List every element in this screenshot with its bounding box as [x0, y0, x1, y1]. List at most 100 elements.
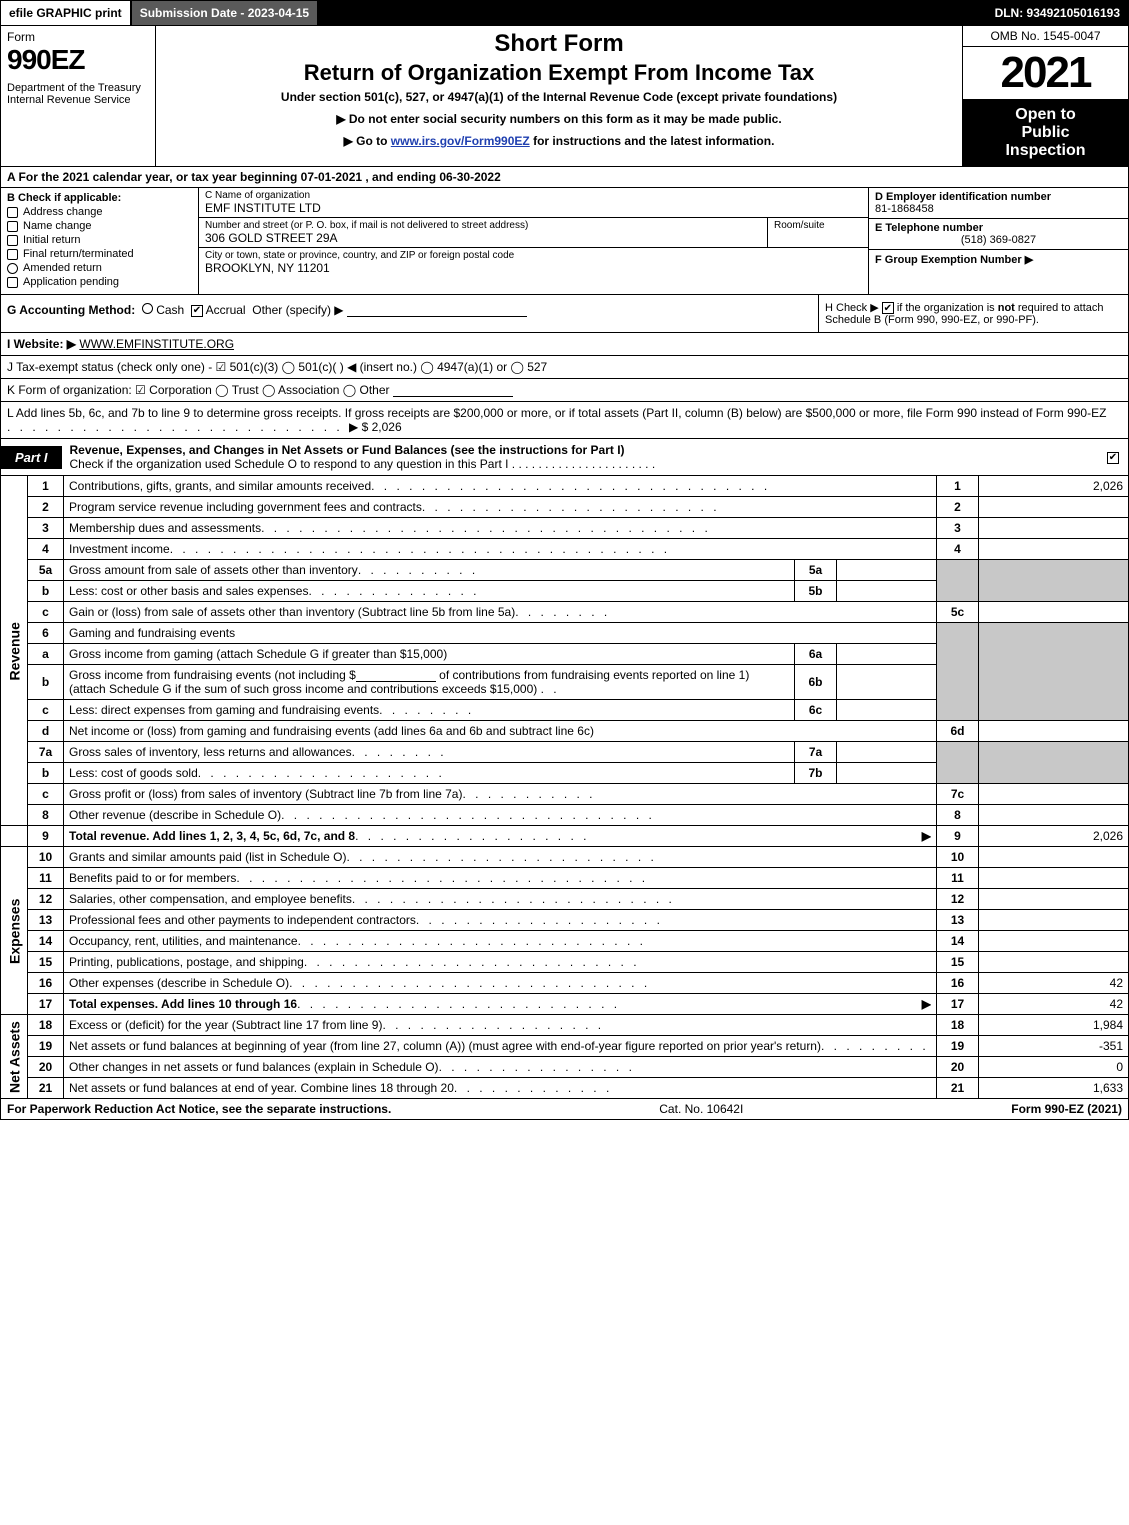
short-form-title: Short Form: [164, 30, 954, 58]
part-i-checkbox[interactable]: ✔: [1098, 446, 1128, 468]
line-6: 6 Gaming and fundraising events: [1, 623, 1129, 644]
irs-link[interactable]: www.irs.gov/Form990EZ: [391, 134, 530, 148]
section-c: C Name of organization EMF INSTITUTE LTD…: [199, 188, 868, 294]
line-j: J Tax-exempt status (check only one) - ☑…: [0, 356, 1129, 379]
org-name-label: C Name of organization: [205, 190, 862, 201]
net-assets-side-label: Net Assets: [1, 1015, 28, 1099]
section-b: B Check if applicable: Address change Na…: [1, 188, 199, 294]
radio-icon[interactable]: [142, 303, 153, 314]
other-org-line[interactable]: [393, 385, 513, 397]
checkbox-icon: [7, 263, 18, 274]
open-line3: Inspection: [967, 142, 1124, 160]
line-5a: 5a Gross amount from sale of assets othe…: [1, 560, 1129, 581]
open-line1: Open to: [967, 106, 1124, 124]
line-h: H Check ▶ ✔ if the organization is not r…: [818, 295, 1128, 332]
line-11: 11 Benefits paid to or for members. . . …: [1, 868, 1129, 889]
form-header: Form 990EZ Department of the Treasury In…: [0, 26, 1129, 167]
line-17: 17 Total expenses. Add lines 10 through …: [1, 994, 1129, 1015]
line-g: G Accounting Method: Cash ✔ Accrual Othe…: [1, 295, 818, 332]
contrib-amount-line[interactable]: [356, 670, 436, 682]
checkbox-icon: [7, 277, 18, 288]
section-b-title: B Check if applicable:: [7, 192, 192, 204]
chk-final-return[interactable]: Final return/terminated: [7, 248, 192, 260]
header-center: Short Form Return of Organization Exempt…: [156, 26, 963, 166]
line-k: K Form of organization: ☑ Corporation ◯ …: [0, 379, 1129, 402]
header-left: Form 990EZ Department of the Treasury In…: [1, 26, 156, 166]
line-18: Net Assets 18 Excess or (deficit) for th…: [1, 1015, 1129, 1036]
part-i-table: Revenue 1 Contributions, gifts, grants, …: [0, 476, 1129, 1099]
ein-label: D Employer identification number: [875, 191, 1122, 203]
line-20: 20 Other changes in net assets or fund b…: [1, 1057, 1129, 1078]
tel-label: E Telephone number: [875, 222, 1122, 234]
footer-right: Form 990-EZ (2021): [1011, 1102, 1122, 1116]
line-13: 13 Professional fees and other payments …: [1, 910, 1129, 931]
other-specify-line[interactable]: [347, 305, 527, 317]
g-label: G Accounting Method:: [7, 303, 135, 317]
open-to-public: Open to Public Inspection: [963, 100, 1128, 166]
open-line2: Public: [967, 124, 1124, 142]
efile-print-label[interactable]: efile GRAPHIC print: [1, 1, 132, 25]
checkbox-icon: [7, 249, 18, 260]
line-1: Revenue 1 Contributions, gifts, grants, …: [1, 476, 1129, 497]
arrow-icon: ▶: [922, 829, 931, 843]
ein-value: 81-1868458: [875, 203, 1122, 215]
line-l: L Add lines 5b, 6c, and 7b to line 9 to …: [0, 402, 1129, 439]
block-b-to-f: B Check if applicable: Address change Na…: [0, 188, 1129, 295]
i-label: I Website: ▶: [7, 337, 76, 351]
checkbox-icon: [7, 235, 18, 246]
tel-value: (518) 369-0827: [875, 234, 1122, 246]
group-label: F Group Exemption Number ▶: [875, 254, 1033, 266]
line-16: 16 Other expenses (describe in Schedule …: [1, 973, 1129, 994]
under-section-text: Under section 501(c), 527, or 4947(a)(1)…: [164, 90, 954, 104]
ein-row: D Employer identification number 81-1868…: [869, 188, 1128, 219]
tel-row: E Telephone number (518) 369-0827: [869, 219, 1128, 250]
top-bar: efile GRAPHIC print Submission Date - 20…: [0, 0, 1129, 26]
row-g-h: G Accounting Method: Cash ✔ Accrual Othe…: [0, 295, 1129, 333]
chk-initial-return[interactable]: Initial return: [7, 234, 192, 246]
line-21: 21 Net assets or fund balances at end of…: [1, 1078, 1129, 1099]
footer-cat: Cat. No. 10642I: [659, 1102, 743, 1116]
section-def: D Employer identification number 81-1868…: [868, 188, 1128, 294]
website-link[interactable]: WWW.EMFINSTITUTE.ORG: [79, 337, 234, 351]
checkbox-icon: [7, 207, 18, 218]
topbar-spacer: [319, 1, 986, 25]
group-row: F Group Exemption Number ▶: [869, 250, 1128, 294]
omb-number: OMB No. 1545-0047: [963, 26, 1128, 47]
revenue-side-label: Revenue: [1, 476, 28, 826]
expenses-side-label: Expenses: [1, 847, 28, 1015]
chk-name-change[interactable]: Name change: [7, 220, 192, 232]
line-8: 8 Other revenue (describe in Schedule O)…: [1, 805, 1129, 826]
line-a-text: A For the 2021 calendar year, or tax yea…: [7, 170, 501, 184]
part-i-title: Revenue, Expenses, and Changes in Net As…: [62, 439, 1098, 475]
goto-line: ▶ Go to www.irs.gov/Form990EZ for instru…: [164, 134, 954, 148]
line-7a: 7a Gross sales of inventory, less return…: [1, 742, 1129, 763]
line-4: 4 Investment income. . . . . . . . . . .…: [1, 539, 1129, 560]
line-7c: c Gross profit or (loss) from sales of i…: [1, 784, 1129, 805]
line-10: Expenses 10 Grants and similar amounts p…: [1, 847, 1129, 868]
checked-icon[interactable]: ✔: [191, 305, 203, 317]
chk-amended-return[interactable]: Amended return: [7, 262, 192, 274]
form-number: 990EZ: [7, 44, 149, 76]
return-title: Return of Organization Exempt From Incom…: [164, 60, 954, 86]
line-3: 3 Membership dues and assessments. . . .…: [1, 518, 1129, 539]
form-word: Form: [7, 30, 149, 44]
dln-label: DLN: 93492105016193: [987, 1, 1128, 25]
line-15: 15 Printing, publications, postage, and …: [1, 952, 1129, 973]
checkbox-icon: [7, 221, 18, 232]
line-2: 2 Program service revenue including gove…: [1, 497, 1129, 518]
chk-address-change[interactable]: Address change: [7, 206, 192, 218]
footer-left: For Paperwork Reduction Act Notice, see …: [7, 1102, 391, 1116]
chk-application-pending[interactable]: Application pending: [7, 276, 192, 288]
line-5c: c Gain or (loss) from sale of assets oth…: [1, 602, 1129, 623]
submission-date-label: Submission Date - 2023-04-15: [132, 1, 319, 25]
l-text: L Add lines 5b, 6c, and 7b to line 9 to …: [7, 406, 1106, 420]
line-i: I Website: ▶ WWW.EMFINSTITUTE.ORG: [0, 333, 1129, 356]
org-name-value: EMF INSTITUTE LTD: [205, 201, 862, 215]
checked-icon[interactable]: ✔: [882, 302, 894, 314]
room-label: Room/suite: [774, 220, 862, 231]
goto-pre: ▶ Go to: [344, 134, 391, 148]
l-amount: ▶ $ 2,026: [349, 420, 402, 434]
city-value: BROOKLYN, NY 11201: [205, 261, 862, 275]
department-label: Department of the Treasury Internal Reve…: [7, 82, 149, 106]
city-row: City or town, state or province, country…: [199, 248, 868, 294]
